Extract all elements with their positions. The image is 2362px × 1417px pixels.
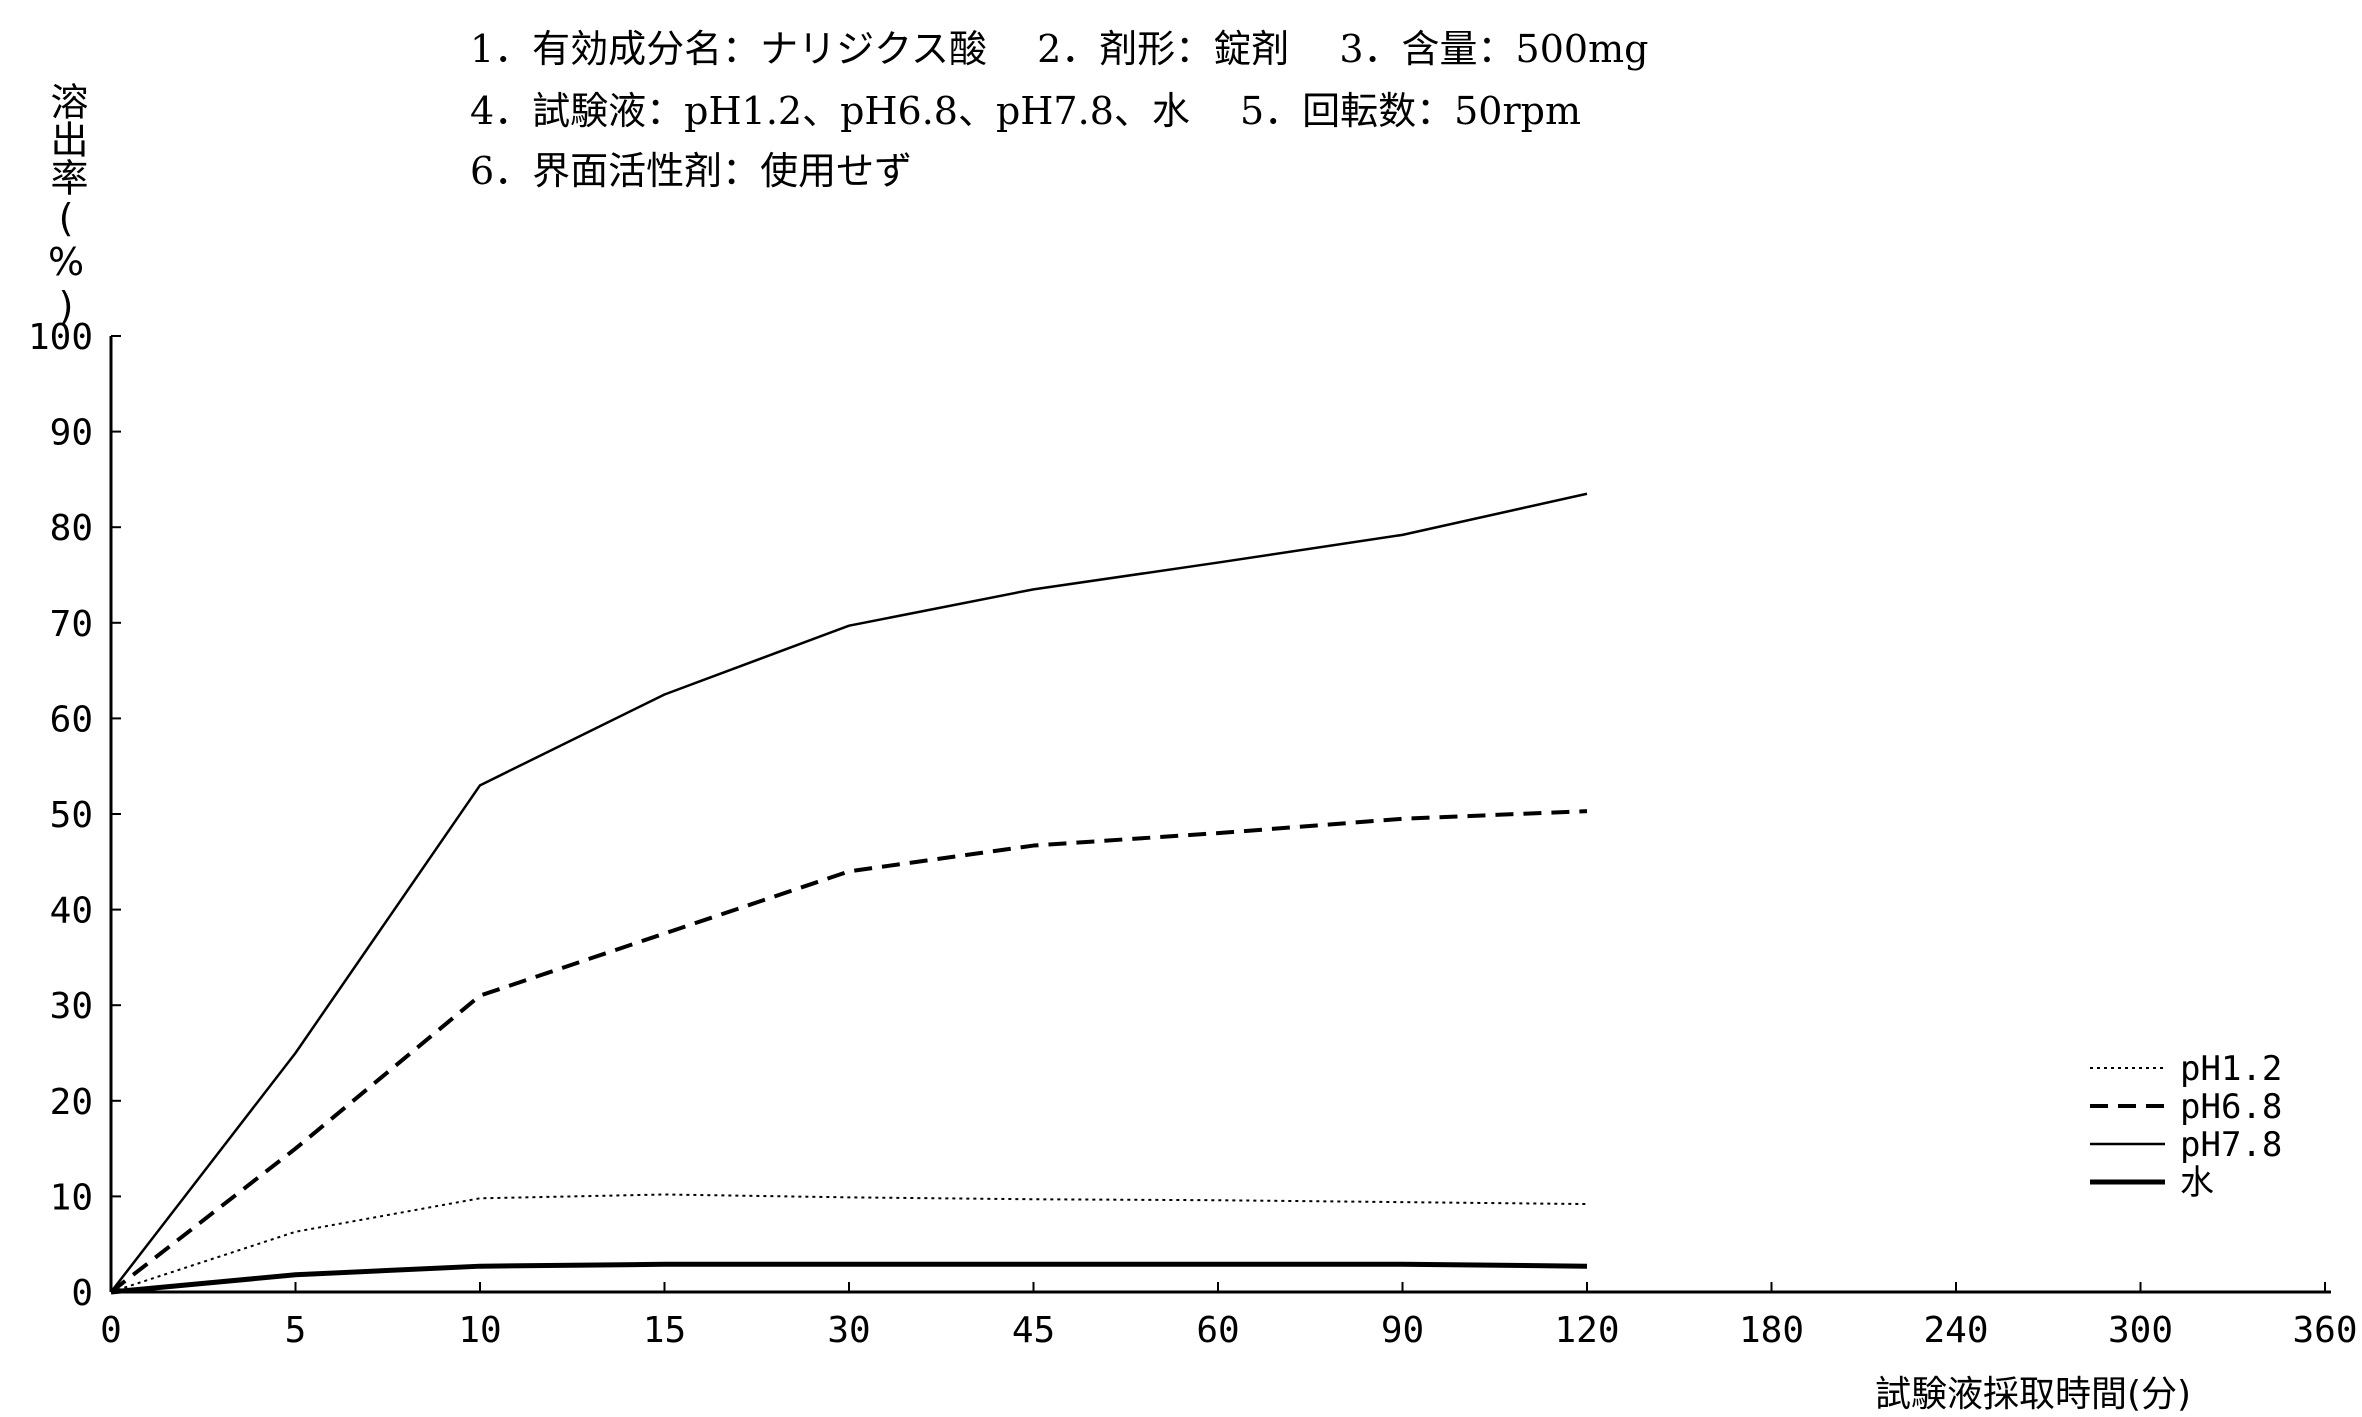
y-tick-label: 100 xyxy=(28,317,93,358)
x-tick-label: 90 xyxy=(1381,1310,1424,1351)
y-tick-label: 30 xyxy=(50,986,93,1027)
y-tick-label: 10 xyxy=(50,1177,93,1218)
header-line-3: 6．界面活性剤：使用せず xyxy=(470,149,913,193)
x-tick-label: 360 xyxy=(2292,1310,2357,1351)
header-line-2: 4．試験液：pH1.2、pH6.8、pH7.8、水 5．回転数：50rpm xyxy=(470,89,1582,133)
y-tick-label: 60 xyxy=(50,699,93,740)
legend-label: pH7.8 xyxy=(2180,1125,2282,1165)
y-tick-label: 20 xyxy=(50,1082,93,1123)
y-tick-label: 40 xyxy=(50,891,93,932)
y-tick-label: 70 xyxy=(50,604,93,645)
x-tick-label: 60 xyxy=(1196,1310,1239,1351)
legend-label: pH1.2 xyxy=(2180,1049,2282,1089)
y-tick-label: 90 xyxy=(50,413,93,454)
header-line-1: 1．有効成分名：ナリジクス酸 2．剤形：錠剤 3．含量：500mg xyxy=(470,27,1649,71)
x-tick-label: 30 xyxy=(827,1310,870,1351)
x-tick-label: 45 xyxy=(1012,1310,1055,1351)
y-tick-label: 0 xyxy=(71,1273,93,1314)
x-tick-label: 5 xyxy=(285,1310,307,1351)
x-axis-label: 試験液採取時間(分) xyxy=(1875,1374,2192,1415)
x-tick-label: 180 xyxy=(1739,1310,1804,1351)
y-axis-label: 溶出率(%) xyxy=(44,82,88,328)
legend-label: pH6.8 xyxy=(2180,1087,2282,1127)
series-line-pH7.8 xyxy=(110,492,1588,1293)
y-tick-label: 50 xyxy=(50,795,93,836)
x-tick-label: 10 xyxy=(458,1310,501,1351)
series-line-pH6.8 xyxy=(109,809,1588,1294)
x-tick-label: 15 xyxy=(643,1310,686,1351)
x-tick-label: 120 xyxy=(1554,1310,1619,1351)
legend-label: 水 xyxy=(2180,1163,2214,1203)
series-line-pH1.2 xyxy=(110,1193,1588,1293)
x-tick-label: 300 xyxy=(2108,1310,2173,1351)
x-tick-label: 240 xyxy=(1923,1310,1988,1351)
y-tick-label: 80 xyxy=(50,508,93,549)
x-tick-label: 0 xyxy=(100,1310,122,1351)
